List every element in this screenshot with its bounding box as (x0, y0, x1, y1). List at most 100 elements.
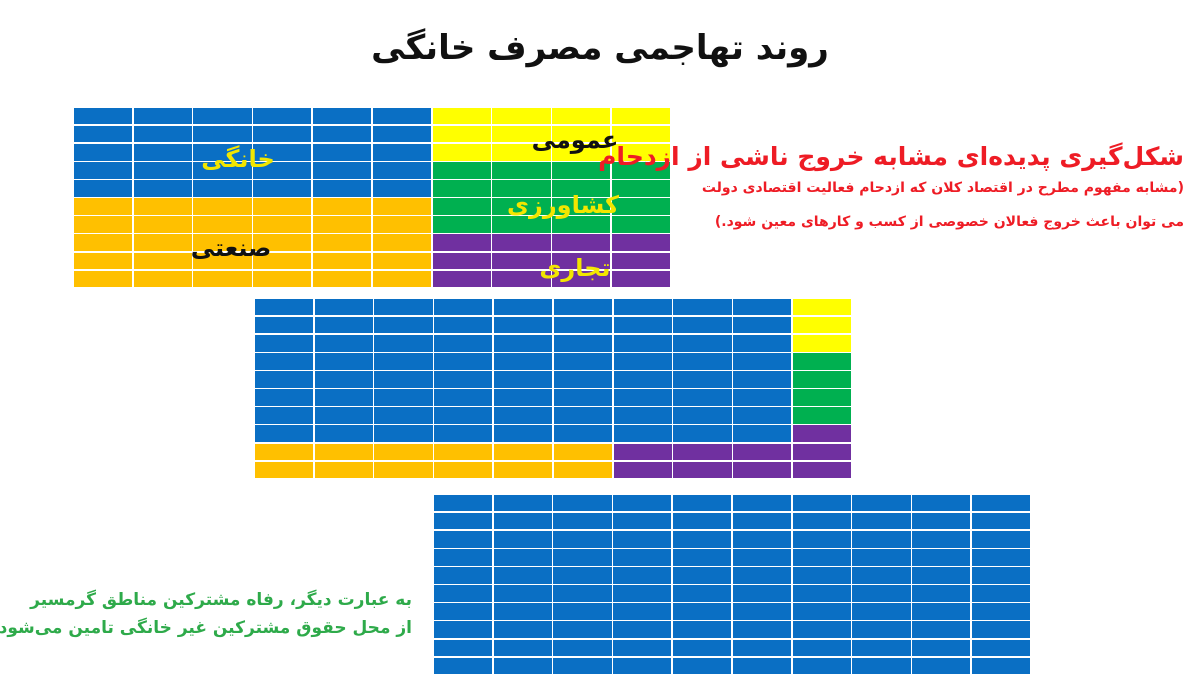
cell-domestic (374, 389, 433, 406)
cell-domestic (912, 567, 971, 584)
cell-industrial (73, 252, 133, 270)
cell-domestic (253, 125, 312, 143)
cell-industrial (312, 252, 372, 270)
cell-domestic (733, 334, 792, 352)
cell-domestic (433, 494, 493, 512)
cell-domestic (613, 603, 672, 620)
cell-commercial (611, 252, 671, 270)
cell-domestic (253, 180, 312, 197)
cell-domestic (673, 316, 732, 334)
cell-industrial (372, 198, 432, 215)
cell-domestic (433, 621, 493, 639)
cell-domestic (434, 407, 493, 424)
cell-agriculture (492, 216, 551, 233)
cell-domestic (732, 585, 792, 602)
cell-domestic (374, 353, 433, 370)
cell-domestic (493, 407, 553, 424)
cell-domestic (733, 389, 792, 406)
consumption-grid-intermediate (254, 298, 852, 479)
cell-domestic (374, 298, 433, 316)
cell-domestic (374, 425, 433, 443)
cell-domestic (672, 639, 732, 657)
cell-public (432, 107, 491, 125)
cell-industrial (73, 198, 133, 215)
cell-industrial (73, 216, 133, 233)
cell-public (492, 107, 551, 125)
cell-domestic (553, 407, 613, 424)
cell-domestic (912, 639, 971, 657)
cell-domestic (852, 567, 911, 584)
cell-domestic (553, 353, 613, 370)
cell-public (792, 334, 852, 352)
cell-domestic (553, 585, 612, 602)
cell-domestic (314, 371, 373, 388)
cell-commercial (552, 252, 611, 270)
cell-domestic (673, 298, 732, 316)
cell-domestic (493, 621, 552, 639)
cell-industrial (193, 252, 252, 270)
cell-domestic (852, 639, 911, 657)
cell-domestic (613, 585, 672, 602)
cell-domestic (374, 316, 433, 334)
cell-domestic (613, 425, 672, 443)
cell-domestic (852, 494, 911, 512)
cell-commercial (552, 270, 611, 288)
cell-domestic (433, 530, 493, 548)
cell-domestic (792, 603, 851, 620)
cell-domestic (613, 657, 672, 675)
cell-domestic (493, 425, 553, 443)
cell-domestic (672, 530, 732, 548)
cell-domestic (673, 407, 732, 424)
cell-domestic (672, 603, 732, 620)
welfare-note-line-2: از محل حقوق مشترکین غیر خانگی تامین می‌ش… (0, 618, 412, 638)
cell-domestic (73, 125, 133, 143)
cell-domestic (553, 621, 612, 639)
cell-public (792, 316, 852, 334)
cell-agriculture (552, 198, 611, 215)
cell-domestic (553, 371, 613, 388)
cell-domestic (971, 603, 1031, 620)
cell-domestic (493, 389, 553, 406)
cell-domestic (613, 389, 672, 406)
cell-domestic (133, 107, 192, 125)
cell-domestic (374, 334, 433, 352)
cell-domestic (792, 494, 851, 512)
cell-agriculture (432, 216, 491, 233)
cell-domestic (792, 530, 851, 548)
cell-domestic (312, 143, 372, 161)
cell-domestic (792, 567, 851, 584)
cell-industrial (133, 270, 192, 288)
cell-domestic (314, 425, 373, 443)
cell-public (492, 125, 551, 143)
cell-domestic (314, 298, 373, 316)
cell-domestic (912, 530, 971, 548)
cell-domestic (971, 585, 1031, 602)
cell-domestic (493, 334, 553, 352)
cell-domestic (852, 530, 911, 548)
cell-domestic (673, 389, 732, 406)
cell-domestic (971, 549, 1031, 566)
cell-domestic (672, 512, 732, 530)
cell-domestic (613, 407, 672, 424)
cell-domestic (433, 603, 493, 620)
cell-agriculture (792, 389, 852, 406)
cell-domestic (133, 143, 192, 161)
cell-industrial (553, 461, 613, 479)
cell-domestic (374, 371, 433, 388)
cell-domestic (374, 407, 433, 424)
crowding-out-explanation-line-2: می توان باعث خروج فعالان خصوصی از کسب و … (714, 214, 1184, 230)
cell-industrial (314, 461, 373, 479)
cell-domestic (792, 639, 851, 657)
cell-domestic (372, 125, 432, 143)
cell-industrial (553, 443, 613, 461)
cell-domestic (613, 316, 672, 334)
cell-agriculture (611, 162, 671, 179)
cell-domestic (672, 567, 732, 584)
cell-domestic (673, 353, 732, 370)
cell-domestic (912, 621, 971, 639)
cell-domestic (193, 125, 252, 143)
cell-industrial (312, 234, 372, 252)
cell-domestic (314, 334, 373, 352)
cell-domestic (433, 512, 493, 530)
cell-agriculture (792, 353, 852, 370)
